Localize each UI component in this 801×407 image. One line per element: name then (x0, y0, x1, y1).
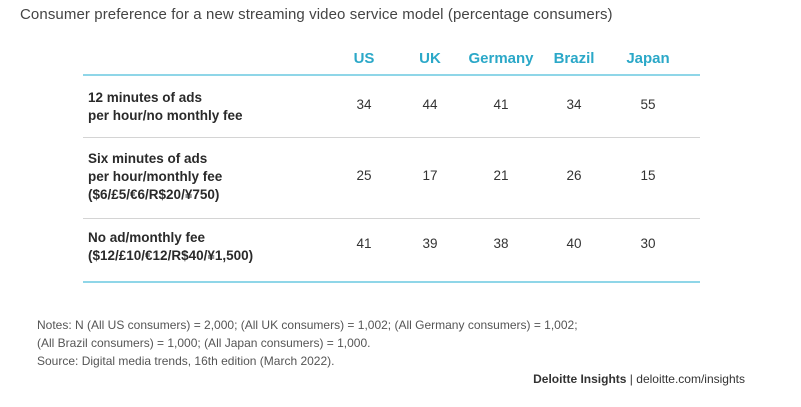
row-label-line: Six minutes of ads (88, 151, 208, 166)
row-label: No ad/monthly fee ($12/£10/€12/R$40/¥1,5… (88, 229, 253, 265)
table-row: Six minutes of ads per hour/monthly fee … (83, 138, 700, 219)
column-header-brazil: Brazil (553, 50, 595, 67)
table-cell-brazil: 34 (566, 97, 582, 112)
table-cell-us: 41 (356, 236, 372, 251)
table-cell-uk: 39 (422, 236, 438, 251)
credit-separator: | (626, 372, 637, 386)
row-label-line: per hour/monthly fee (88, 169, 223, 184)
table-cell-japan: 15 (640, 168, 656, 183)
table-cell-japan: 30 (640, 236, 656, 251)
data-table: US UK Germany Brazil Japan 12 minutes of… (83, 40, 700, 283)
table-cell-brazil: 26 (566, 168, 582, 183)
notes-line: (All Brazil consumers) = 1,000; (All Jap… (37, 336, 371, 350)
credit-url[interactable]: deloitte.com/insights (636, 372, 745, 386)
row-label: 12 minutes of ads per hour/no monthly fe… (88, 89, 243, 125)
source-line: Source: Digital media trends, 16th editi… (37, 354, 335, 368)
row-label-line: No ad/monthly fee (88, 230, 206, 245)
row-label: Six minutes of ads per hour/monthly fee … (88, 150, 222, 204)
notes-line: Notes: N (All US consumers) = 2,000; (Al… (37, 318, 578, 332)
notes-block: Notes: N (All US consumers) = 2,000; (Al… (37, 316, 578, 370)
table-row: No ad/monthly fee ($12/£10/€12/R$40/¥1,5… (83, 219, 700, 283)
table-cell-japan: 55 (640, 97, 656, 112)
table-header-row: US UK Germany Brazil Japan (83, 40, 700, 76)
table-cell-germany: 38 (493, 236, 509, 251)
table-cell-germany: 41 (493, 97, 509, 112)
chart-subtitle: Consumer preference for a new streaming … (20, 6, 613, 23)
table-cell-uk: 44 (422, 97, 438, 112)
row-label-line: ($6/£5/€6/R$20/¥750) (88, 187, 220, 202)
column-header-us: US (353, 50, 375, 67)
table-cell-uk: 17 (422, 168, 438, 183)
table-cell-germany: 21 (493, 168, 509, 183)
column-header-germany: Germany (468, 50, 534, 67)
row-label-line: ($12/£10/€12/R$40/¥1,500) (88, 248, 254, 263)
row-label-line: 12 minutes of ads (88, 90, 203, 105)
table-row: 12 minutes of ads per hour/no monthly fe… (83, 76, 700, 138)
table-cell-us: 34 (356, 97, 372, 112)
row-label-line: per hour/no monthly fee (88, 108, 243, 123)
table-cell-us: 25 (356, 168, 372, 183)
credit-line: Deloitte Insights | deloitte.com/insight… (533, 372, 745, 386)
brand-name: Deloitte Insights (533, 372, 627, 386)
column-header-japan: Japan (626, 50, 670, 67)
table-cell-brazil: 40 (566, 236, 582, 251)
column-header-uk: UK (419, 50, 441, 67)
